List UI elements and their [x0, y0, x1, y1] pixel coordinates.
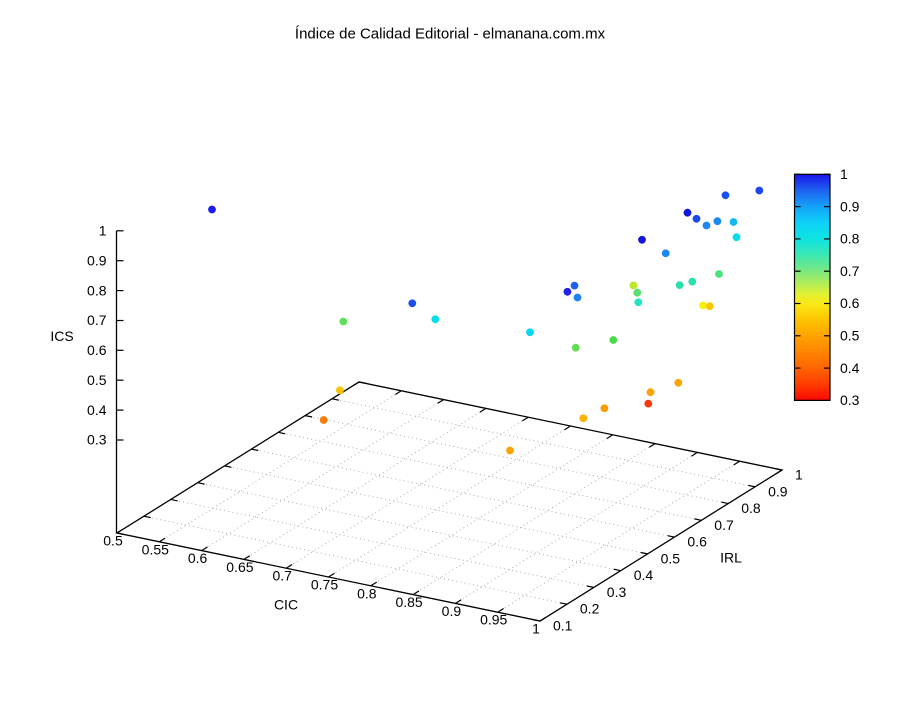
svg-text:0.8: 0.8 — [357, 585, 377, 601]
svg-text:0.4: 0.4 — [634, 567, 654, 583]
svg-text:0.2: 0.2 — [580, 601, 600, 617]
svg-text:0.9: 0.9 — [87, 252, 107, 268]
svg-text:0.4: 0.4 — [87, 402, 107, 418]
svg-text:0.65: 0.65 — [226, 559, 253, 575]
svg-text:0.8: 0.8 — [840, 231, 860, 247]
svg-text:1: 1 — [532, 621, 540, 637]
svg-text:0.5: 0.5 — [661, 550, 681, 566]
svg-text:0.3: 0.3 — [840, 392, 860, 408]
svg-text:0.6: 0.6 — [840, 295, 860, 311]
svg-text:1: 1 — [795, 467, 803, 483]
svg-text:Índice de Calidad Editorial -: Índice de Calidad Editorial - elmanana.c… — [295, 26, 606, 43]
svg-text:0.4: 0.4 — [840, 360, 860, 376]
svg-text:0.6: 0.6 — [87, 342, 107, 358]
svg-text:0.5: 0.5 — [87, 372, 107, 388]
svg-text:1: 1 — [99, 223, 107, 239]
svg-text:IRL: IRL — [720, 550, 742, 566]
svg-text:CIC: CIC — [274, 597, 298, 613]
svg-text:0.8: 0.8 — [87, 282, 107, 298]
svg-text:0.85: 0.85 — [395, 594, 422, 610]
svg-text:0.7: 0.7 — [714, 517, 734, 533]
svg-text:0.7: 0.7 — [272, 568, 292, 584]
svg-text:0.9: 0.9 — [442, 603, 462, 619]
svg-text:0.6: 0.6 — [687, 534, 707, 550]
svg-text:0.55: 0.55 — [142, 541, 169, 557]
svg-text:0.9: 0.9 — [768, 483, 788, 499]
svg-text:0.7: 0.7 — [87, 312, 107, 328]
svg-text:0.5: 0.5 — [840, 328, 860, 344]
svg-text:0.75: 0.75 — [311, 577, 338, 593]
svg-text:0.6: 0.6 — [188, 550, 208, 566]
svg-text:0.7: 0.7 — [840, 263, 860, 279]
svg-text:1: 1 — [840, 166, 848, 182]
svg-text:0.95: 0.95 — [480, 612, 507, 628]
svg-text:0.8: 0.8 — [741, 500, 761, 516]
svg-text:0.1: 0.1 — [553, 618, 573, 634]
svg-text:0.5: 0.5 — [103, 533, 123, 549]
svg-text:0.3: 0.3 — [87, 432, 107, 448]
svg-text:0.3: 0.3 — [607, 584, 627, 600]
svg-text:0.9: 0.9 — [840, 198, 860, 214]
svg-text:ICS: ICS — [50, 328, 73, 344]
